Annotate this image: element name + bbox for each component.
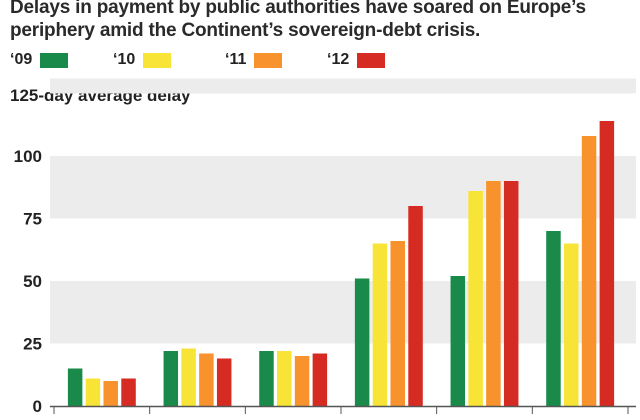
bar-2-group-6 bbox=[564, 243, 579, 406]
bar-2-group-4 bbox=[372, 243, 388, 406]
bar-2-group-3 bbox=[277, 351, 292, 406]
bar-4-group-1 bbox=[121, 378, 136, 406]
y-tick-label: 100 bbox=[14, 147, 42, 166]
bar-4-group-3 bbox=[312, 353, 328, 406]
grid-band bbox=[50, 78, 636, 94]
y-tick-label: 0 bbox=[33, 397, 42, 416]
bar-1-group-6 bbox=[546, 231, 561, 406]
bar-1-group-2 bbox=[163, 351, 179, 406]
bar-3-group-4 bbox=[390, 241, 405, 406]
legend-label-09: ‘09 bbox=[10, 51, 33, 68]
bar-4-group-2 bbox=[216, 358, 232, 406]
bar-4-group-6 bbox=[599, 121, 615, 406]
bar-2-group-5 bbox=[468, 191, 483, 406]
legend-swatch-10 bbox=[143, 52, 172, 68]
grid-band bbox=[50, 281, 636, 344]
bar-3-group-5 bbox=[486, 181, 501, 406]
legend-item-11: ‘11 bbox=[225, 47, 283, 73]
chart-subtitle: Delays in payment by public authorities … bbox=[10, 0, 586, 41]
legend-swatch-12 bbox=[357, 52, 386, 68]
bar-1-group-5 bbox=[450, 276, 466, 406]
legend-item-09: ‘09 bbox=[10, 47, 69, 73]
bar-4-group-5 bbox=[503, 181, 519, 406]
legend-label-10: ‘10 bbox=[113, 51, 136, 68]
bar-3-group-1 bbox=[103, 381, 118, 406]
bar-2-group-1 bbox=[85, 378, 101, 406]
legend-item-10: ‘10 bbox=[113, 47, 172, 73]
bar-2-group-2 bbox=[181, 348, 196, 406]
bar-4-group-4 bbox=[408, 206, 423, 406]
bar-1-group-1 bbox=[67, 368, 83, 406]
bar-3-group-2 bbox=[199, 353, 214, 406]
bar-3-group-3 bbox=[294, 356, 310, 406]
bar-1-group-3 bbox=[259, 351, 274, 406]
legend-label-12: ‘12 bbox=[327, 51, 350, 68]
bar-3-group-6 bbox=[581, 136, 597, 406]
legend-label-11: ‘11 bbox=[225, 51, 247, 68]
legend-swatch-11 bbox=[254, 52, 283, 68]
bar-1-group-4 bbox=[354, 278, 370, 406]
legend-swatch-09 bbox=[40, 52, 69, 68]
legend: ‘09 ‘10 ‘11 ‘12 bbox=[10, 47, 610, 73]
grid-band bbox=[50, 156, 636, 219]
legend-item-12: ‘12 bbox=[327, 47, 386, 73]
y-tick-label: 75 bbox=[23, 210, 42, 229]
y-tick-label: 50 bbox=[23, 272, 42, 291]
y-tick-label: 25 bbox=[23, 335, 42, 354]
